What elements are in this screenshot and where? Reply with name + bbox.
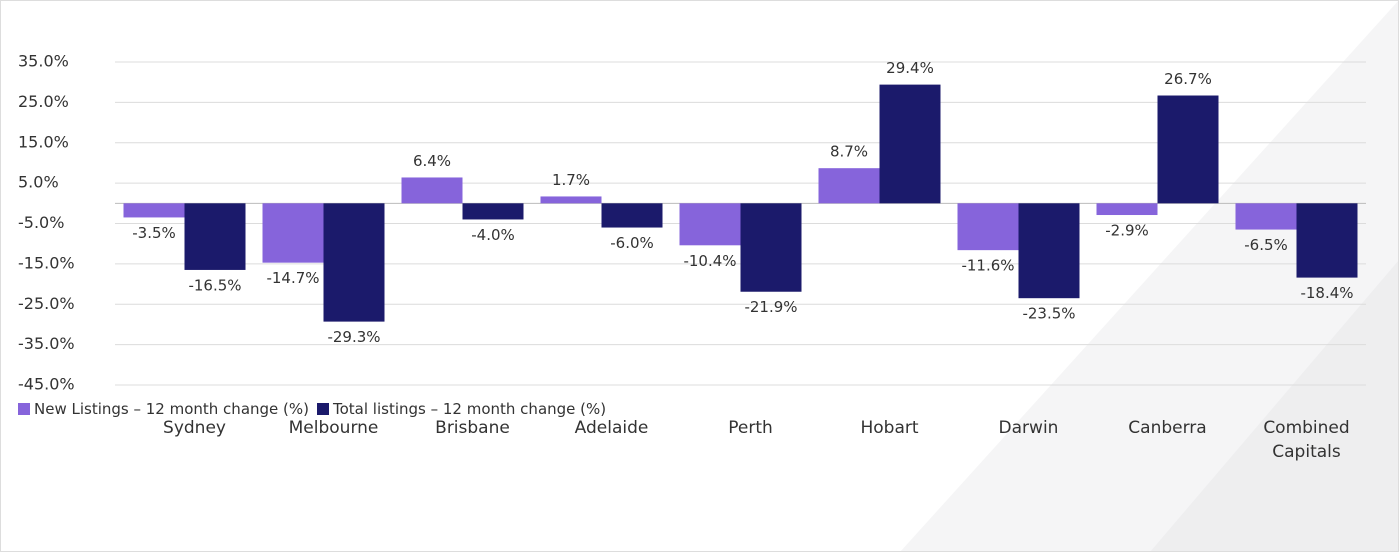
bar bbox=[1296, 203, 1358, 278]
y-tick-label: -35.0% bbox=[18, 334, 75, 353]
y-tick-label: -45.0% bbox=[18, 375, 75, 394]
bar bbox=[740, 203, 802, 292]
bar bbox=[262, 203, 324, 263]
bar bbox=[1235, 203, 1297, 230]
data-label: -3.5% bbox=[132, 224, 176, 242]
x-tick-label: Hobart bbox=[860, 418, 919, 438]
legend-item: Total listings – 12 month change (%) bbox=[317, 400, 606, 418]
x-tick-label: Perth bbox=[728, 418, 773, 438]
data-label: -2.9% bbox=[1105, 222, 1149, 240]
data-label: -14.7% bbox=[266, 269, 319, 287]
bar bbox=[818, 168, 880, 204]
bar bbox=[123, 203, 185, 218]
x-tick-label: Canberra bbox=[1128, 418, 1207, 438]
data-label: -18.4% bbox=[1300, 284, 1353, 302]
data-label: -21.9% bbox=[744, 298, 797, 316]
background-shape bbox=[1150, 260, 1399, 552]
x-tick-label: Adelaide bbox=[574, 418, 649, 438]
legend-swatch bbox=[18, 403, 30, 415]
bar bbox=[1157, 95, 1219, 204]
bar bbox=[323, 203, 385, 322]
data-label: -10.4% bbox=[683, 252, 736, 270]
legend-label: Total listings – 12 month change (%) bbox=[333, 400, 607, 418]
x-tick-label: Melbourne bbox=[288, 418, 379, 438]
bar bbox=[184, 203, 246, 270]
data-label: 6.4% bbox=[413, 152, 451, 170]
x-tick-label: Combined Capitals bbox=[1263, 418, 1350, 462]
bar bbox=[679, 203, 741, 246]
y-tick-label: 15.0% bbox=[18, 132, 69, 151]
y-tick-label: 5.0% bbox=[18, 173, 59, 192]
legend-item: New Listings – 12 month change (%) bbox=[18, 400, 309, 418]
y-tick-label: 25.0% bbox=[18, 92, 69, 111]
y-tick-label: -5.0% bbox=[18, 213, 64, 232]
x-tick-label: Sydney bbox=[163, 418, 226, 438]
x-tick-label: Darwin bbox=[998, 418, 1059, 438]
y-tick-label: 35.0% bbox=[18, 52, 69, 71]
y-tick-label: -25.0% bbox=[18, 294, 75, 313]
data-label: -4.0% bbox=[471, 226, 515, 244]
data-label: -23.5% bbox=[1022, 305, 1075, 323]
bar bbox=[1018, 203, 1080, 299]
data-label: -6.0% bbox=[610, 234, 654, 252]
bar bbox=[879, 84, 941, 204]
data-label: -29.3% bbox=[327, 328, 380, 346]
bar bbox=[462, 203, 524, 220]
data-label: 1.7% bbox=[552, 171, 590, 189]
bar bbox=[957, 203, 1019, 251]
legend-swatch bbox=[317, 403, 329, 415]
bar bbox=[540, 196, 602, 204]
data-label: 29.4% bbox=[886, 59, 934, 77]
x-tick-label: Brisbane bbox=[435, 418, 510, 438]
data-label: -6.5% bbox=[1244, 236, 1288, 254]
data-label: -16.5% bbox=[188, 276, 241, 294]
bar bbox=[1096, 203, 1158, 216]
bar bbox=[601, 203, 663, 228]
legend-label: New Listings – 12 month change (%) bbox=[34, 400, 309, 418]
bar bbox=[401, 177, 463, 204]
y-tick-label: -15.0% bbox=[18, 253, 75, 272]
legend: New Listings – 12 month change (%) Total … bbox=[18, 400, 614, 418]
data-label: 26.7% bbox=[1164, 70, 1212, 88]
data-label: 8.7% bbox=[830, 143, 868, 161]
data-label: -11.6% bbox=[961, 257, 1014, 275]
